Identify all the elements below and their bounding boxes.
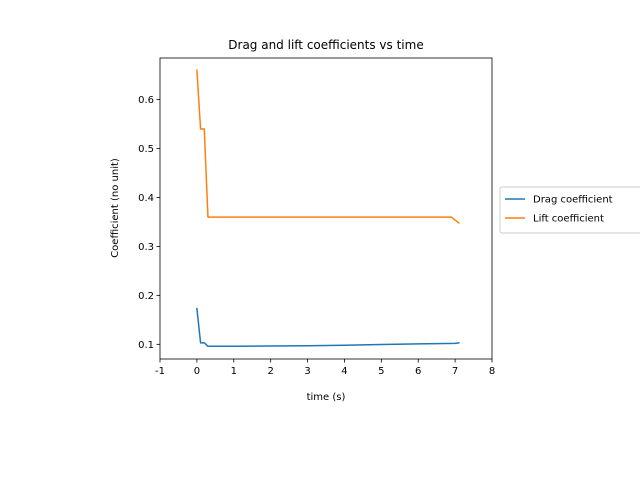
- series-layer: [196, 69, 460, 348]
- x-tick-label: 2: [267, 366, 273, 377]
- x-tick-label: 3: [304, 366, 310, 377]
- plot-frame: [159, 57, 493, 360]
- x-tick-label: -1: [155, 366, 165, 377]
- y-tick-label: 0.5: [138, 144, 154, 155]
- legend-label-0: Drag coefficient: [533, 195, 613, 206]
- legend-label-1: Lift coefficient: [533, 214, 604, 225]
- x-tick-label: 8: [489, 366, 495, 377]
- x-axis: -1 0 1 2 3 4 5 6 7 8: [155, 359, 495, 377]
- x-tick-label: 7: [452, 366, 458, 377]
- y-tick-label: 0.2: [138, 291, 154, 302]
- chart-title: Drag and lift coefficients vs time: [228, 38, 423, 52]
- x-tick-label: 0: [194, 366, 200, 377]
- legend: Drag coefficient Lift coefficient: [499, 186, 640, 234]
- y-tick-label: 0.4: [138, 193, 154, 204]
- x-tick-label: 1: [231, 366, 237, 377]
- series-line-0: [196, 307, 460, 348]
- x-tick-label: 4: [341, 366, 347, 377]
- y-tick-label: 0.6: [138, 95, 154, 106]
- y-axis: 0.1 0.2 0.3 0.4 0.5 0.6: [138, 95, 160, 351]
- x-axis-label: time (s): [307, 392, 346, 403]
- plot-area: [159, 57, 493, 360]
- x-tick-label: 6: [415, 366, 421, 377]
- y-tick-label: 0.3: [138, 242, 154, 253]
- legend-box: [499, 186, 640, 234]
- y-axis-label: Coefficient (no unit): [110, 158, 121, 258]
- series-line-1: [196, 69, 460, 224]
- x-tick-label: 5: [378, 366, 384, 377]
- y-tick-label: 0.1: [138, 340, 154, 351]
